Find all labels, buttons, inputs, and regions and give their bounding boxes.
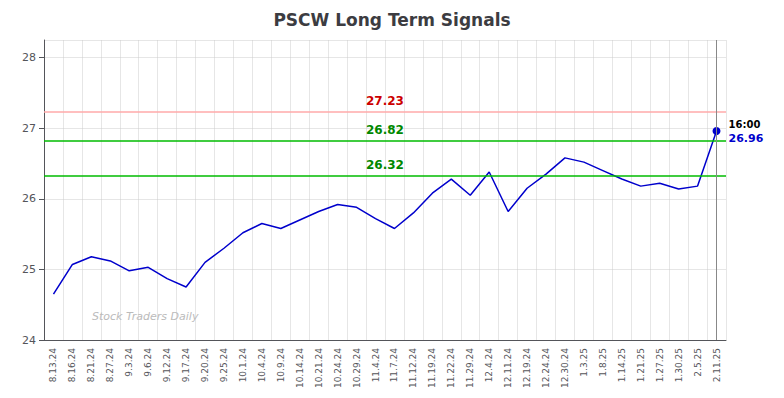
svg-text:11.12.24: 11.12.24	[408, 348, 418, 388]
svg-text:12.4.24: 12.4.24	[484, 348, 494, 383]
svg-text:10.14.24: 10.14.24	[295, 348, 305, 388]
svg-text:11.7.24: 11.7.24	[389, 348, 399, 383]
svg-text:24: 24	[22, 334, 36, 347]
svg-text:PSCW Long Term Signals: PSCW Long Term Signals	[273, 10, 510, 30]
svg-text:8.16.24: 8.16.24	[67, 348, 77, 383]
svg-text:9.12.24: 9.12.24	[162, 348, 172, 383]
svg-text:1.3.25: 1.3.25	[579, 348, 589, 377]
svg-text:28: 28	[22, 51, 36, 64]
svg-text:8.27.24: 8.27.24	[105, 348, 115, 383]
svg-text:10.29.24: 10.29.24	[352, 348, 362, 388]
svg-text:27.23: 27.23	[366, 94, 404, 108]
svg-text:12.24.24: 12.24.24	[541, 348, 551, 388]
svg-text:12.19.24: 12.19.24	[522, 348, 532, 388]
svg-text:1.14.25: 1.14.25	[617, 348, 627, 382]
svg-text:12.11.24: 12.11.24	[503, 348, 513, 388]
svg-text:11.29.24: 11.29.24	[465, 348, 475, 388]
svg-text:1.30.25: 1.30.25	[674, 348, 684, 382]
svg-text:9.20.24: 9.20.24	[200, 348, 210, 383]
svg-text:26.96: 26.96	[729, 132, 764, 145]
svg-text:9.3.24: 9.3.24	[124, 348, 134, 377]
svg-text:9.17.24: 9.17.24	[181, 348, 191, 383]
svg-text:25: 25	[22, 263, 36, 276]
svg-text:10.24.24: 10.24.24	[333, 348, 343, 388]
svg-text:10.4.24: 10.4.24	[257, 348, 267, 383]
svg-text:9.25.24: 9.25.24	[219, 348, 229, 383]
svg-text:26.32: 26.32	[366, 158, 404, 172]
svg-text:8.21.24: 8.21.24	[86, 348, 96, 383]
svg-text:10.9.24: 10.9.24	[276, 348, 286, 383]
svg-text:11.22.24: 11.22.24	[446, 348, 456, 388]
svg-text:2.11.25: 2.11.25	[712, 348, 722, 382]
svg-text:26: 26	[22, 192, 36, 205]
svg-text:1.21.25: 1.21.25	[636, 348, 646, 382]
svg-text:16:00: 16:00	[729, 119, 761, 130]
svg-text:Stock Traders Daily: Stock Traders Daily	[92, 310, 199, 323]
svg-text:9.6.24: 9.6.24	[143, 348, 153, 377]
svg-text:11.19.24: 11.19.24	[427, 348, 437, 388]
svg-text:10.1.24: 10.1.24	[238, 348, 248, 383]
svg-text:2.5.25: 2.5.25	[693, 348, 703, 377]
svg-text:26.82: 26.82	[366, 123, 404, 137]
svg-text:27: 27	[22, 122, 36, 135]
svg-text:11.4.24: 11.4.24	[371, 348, 381, 383]
svg-text:1.27.25: 1.27.25	[655, 348, 665, 382]
svg-text:1.8.25: 1.8.25	[598, 348, 608, 377]
svg-text:8.13.24: 8.13.24	[48, 348, 58, 383]
svg-text:10.21.24: 10.21.24	[314, 348, 324, 388]
svg-text:12.30.24: 12.30.24	[560, 348, 570, 388]
